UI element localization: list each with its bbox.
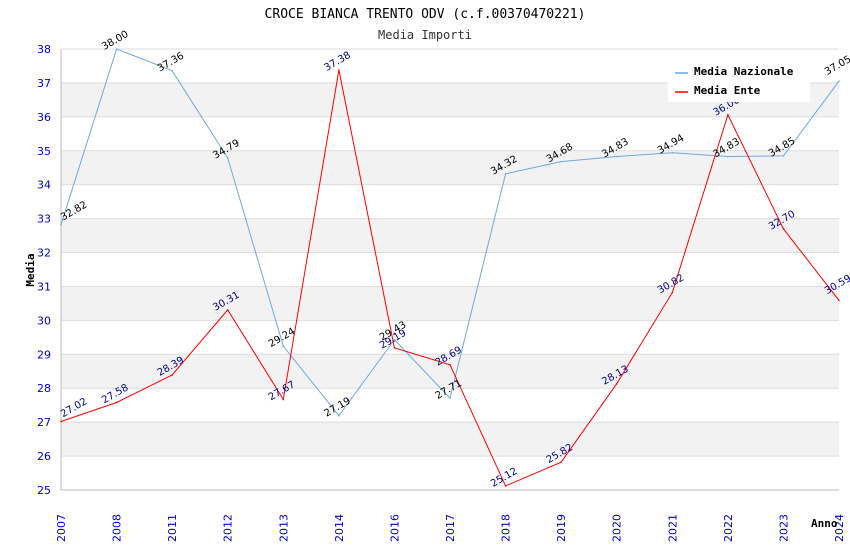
legend: Media Nazionale Media Ente [668, 62, 810, 102]
data-label: 37.05 [823, 54, 850, 78]
chart-subtitle: Media Importi [378, 28, 472, 42]
data-point [449, 364, 451, 366]
data-point [282, 345, 285, 347]
data-point [838, 80, 840, 83]
grid-band [61, 286, 839, 321]
data-point [615, 383, 618, 385]
data-point [782, 155, 785, 157]
data-point [393, 347, 396, 349]
x-tick-label: 2008 [111, 514, 124, 542]
data-point [393, 338, 396, 341]
data-point [60, 223, 62, 226]
y-axis-title: Media [24, 253, 37, 286]
data-point [115, 48, 118, 50]
grid-band [61, 150, 839, 185]
data-point [338, 69, 340, 71]
chart-title: CROCE BIANCA TRENTO ODV (c.f.00370470221… [265, 7, 586, 22]
x-tick-label: 2013 [277, 514, 290, 542]
data-point [338, 414, 340, 417]
data-point [60, 420, 62, 423]
y-tick-label: 30 [37, 314, 51, 327]
x-tick-label: 2017 [444, 514, 457, 542]
data-label: 37.36 [156, 51, 186, 75]
data-point [226, 309, 229, 311]
data-point [171, 69, 173, 72]
legend-label-ente: Media Ente [694, 84, 761, 97]
data-point [115, 401, 118, 404]
data-label: 27.19 [322, 396, 352, 420]
legend-label-nazionale: Media Nazionale [694, 65, 794, 78]
grid-bands [61, 82, 839, 457]
y-tick-label: 32 [37, 247, 51, 260]
data-point [226, 157, 229, 159]
x-tick-label: 2022 [722, 514, 735, 542]
data-point [615, 155, 618, 158]
data-label: 37.38 [322, 50, 352, 74]
grid-band [61, 218, 839, 253]
y-tick-label: 36 [37, 111, 51, 124]
data-point [838, 299, 840, 302]
data-point [504, 173, 507, 175]
x-tick-label: 2016 [388, 514, 401, 542]
grid-band [61, 354, 839, 389]
data-point [504, 485, 507, 487]
x-tick-label: 2018 [500, 514, 513, 542]
data-point [560, 461, 562, 463]
series-lines [60, 48, 840, 487]
data-point [449, 397, 451, 399]
data-point [171, 374, 173, 376]
legend-box [668, 62, 810, 102]
y-tick-label: 27 [37, 416, 51, 429]
data-point [560, 160, 562, 163]
x-tick-label: 2014 [333, 514, 346, 542]
y-tick-label: 33 [37, 213, 51, 226]
x-tick-label: 2024 [833, 514, 846, 542]
y-tick-label: 37 [37, 77, 51, 90]
y-tick-label: 34 [37, 179, 51, 192]
data-label: 25.12 [489, 466, 519, 490]
x-tick-label: 2012 [222, 514, 235, 542]
data-point [727, 114, 729, 116]
x-axis-ticks: 2007 2008 2011 2012 2013 2014 2016 2017 2018 2019… [55, 514, 846, 542]
x-tick-label: 2011 [166, 514, 179, 542]
axes [60, 49, 839, 491]
data-point [782, 227, 785, 230]
x-tick-label: 2007 [55, 514, 68, 542]
data-point [727, 155, 729, 158]
x-tick-label: 2021 [666, 514, 679, 542]
y-axis-ticks: 25 26 27 28 29 30 31 32 33 34 35 36 37 38 [37, 43, 51, 497]
y-tick-label: 25 [37, 484, 51, 497]
grid-band [61, 422, 839, 457]
x-tick-label: 2020 [611, 514, 624, 542]
data-point [671, 152, 674, 154]
y-tick-label: 35 [37, 145, 51, 158]
y-tick-label: 28 [37, 382, 51, 395]
x-tick-label: 2023 [777, 514, 790, 542]
data-point [671, 291, 674, 294]
y-tick-label: 38 [37, 43, 51, 56]
x-axis-title: Anno [811, 517, 838, 530]
y-tick-label: 31 [37, 280, 51, 293]
y-tick-label: 29 [37, 348, 51, 361]
x-tick-label: 2019 [555, 514, 568, 542]
y-tick-label: 26 [37, 450, 51, 463]
data-point [282, 398, 285, 401]
